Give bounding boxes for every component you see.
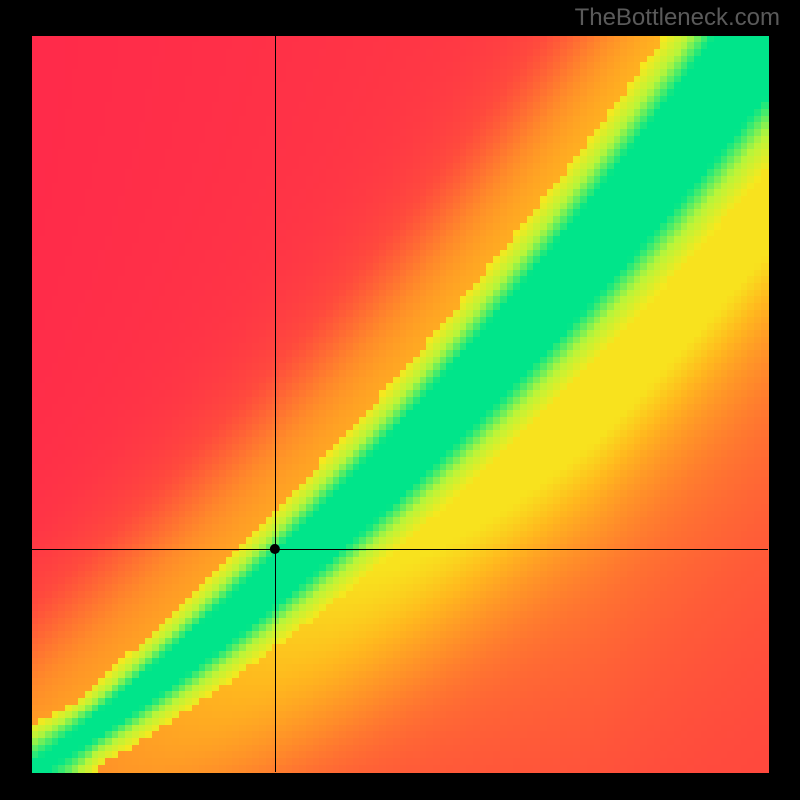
chart-container: TheBottleneck.com — [0, 0, 800, 800]
bottleneck-heatmap — [0, 0, 800, 800]
watermark-text: TheBottleneck.com — [575, 4, 780, 32]
